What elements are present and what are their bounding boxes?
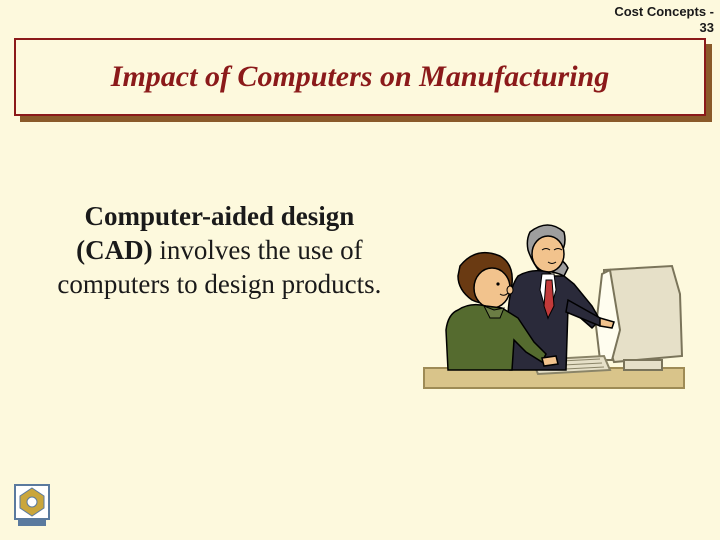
people-computer-icon (414, 210, 694, 410)
title-box: Impact of Computers on Manufacturing (14, 38, 706, 116)
title-frame: Impact of Computers on Manufacturing (14, 38, 706, 116)
illustration-two-people-at-computer (389, 190, 720, 430)
chapter-label: Cost Concepts - (614, 4, 714, 19)
content-row: Computer-aided design (CAD) involves the… (0, 190, 720, 430)
slide-title: Impact of Computers on Manufacturing (111, 60, 609, 94)
body-text: Computer-aided design (CAD) involves the… (0, 190, 389, 430)
page-num: 33 (700, 20, 714, 35)
university-crest-icon (14, 484, 50, 528)
page-number: Cost Concepts - 33 (614, 4, 714, 35)
